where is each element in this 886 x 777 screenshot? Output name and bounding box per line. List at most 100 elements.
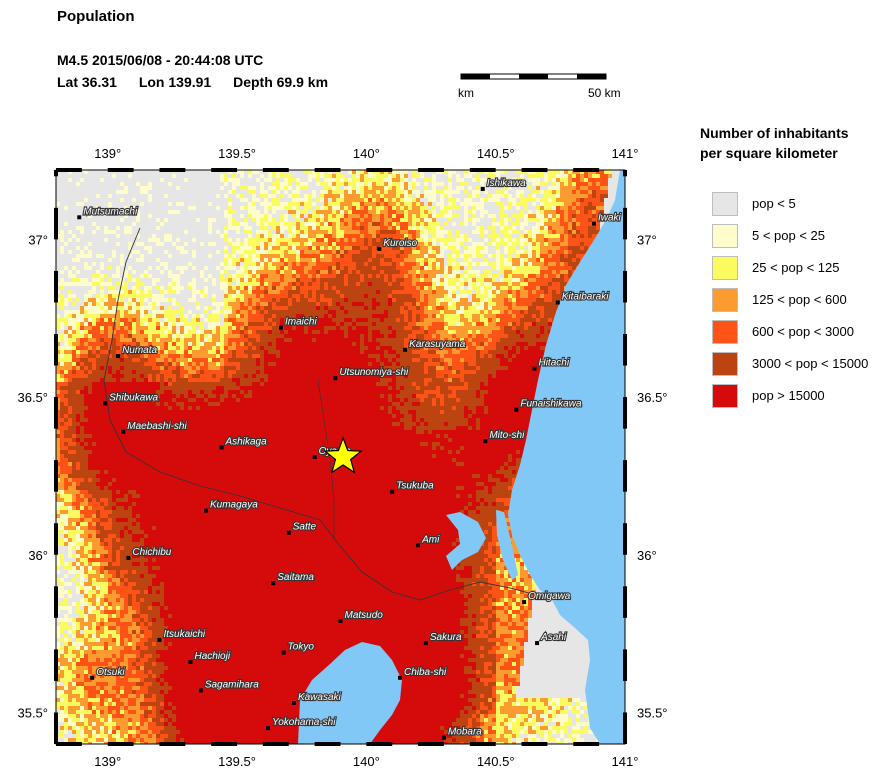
density-cell <box>428 202 432 206</box>
density-cell <box>552 346 556 350</box>
density-cell <box>400 226 404 230</box>
density-cell <box>120 350 124 354</box>
density-cell <box>280 290 284 294</box>
density-cell <box>376 306 380 310</box>
density-cell <box>492 298 496 302</box>
density-cell <box>372 210 376 214</box>
density-cell <box>480 262 484 266</box>
density-cell <box>340 210 344 214</box>
density-cell <box>584 230 588 234</box>
density-cell <box>192 354 196 358</box>
density-cell <box>328 262 332 266</box>
density-cell <box>312 254 316 258</box>
density-cell <box>204 310 208 314</box>
density-cell <box>540 222 544 226</box>
density-cell <box>532 282 536 286</box>
density-cell <box>92 322 96 326</box>
density-cell <box>524 206 528 210</box>
density-cell <box>484 270 488 274</box>
density-cell <box>452 214 456 218</box>
density-cell <box>244 286 248 290</box>
density-cell <box>388 278 392 282</box>
density-cell <box>604 182 608 186</box>
density-cell <box>580 234 584 238</box>
density-cell <box>172 338 176 342</box>
density-cell <box>444 342 448 346</box>
density-cell <box>336 286 340 290</box>
density-cell <box>132 302 136 306</box>
density-cell <box>580 310 584 314</box>
density-cell <box>480 334 484 338</box>
density-cell <box>432 258 436 262</box>
density-cell <box>448 314 452 318</box>
density-cell <box>260 262 264 266</box>
density-cell <box>376 286 380 290</box>
density-cell <box>572 242 576 246</box>
density-cell <box>316 234 320 238</box>
density-cell <box>176 210 180 214</box>
density-cell <box>368 282 372 286</box>
density-cell <box>372 266 376 270</box>
density-cell <box>316 314 320 318</box>
density-cell <box>556 310 560 314</box>
density-cell <box>364 314 368 318</box>
density-cell <box>304 294 308 298</box>
density-cell <box>320 354 324 358</box>
density-cell <box>260 222 264 226</box>
density-cell <box>356 302 360 306</box>
density-cell <box>64 266 68 270</box>
density-cell <box>416 234 420 238</box>
density-cell <box>532 310 536 314</box>
density-cell <box>140 338 144 342</box>
density-cell <box>304 314 308 318</box>
density-cell <box>292 262 296 266</box>
density-cell <box>152 318 156 322</box>
density-cell <box>180 330 184 334</box>
density-cell <box>272 266 276 270</box>
density-cell <box>284 350 288 354</box>
density-cell <box>576 170 580 174</box>
density-cell <box>88 314 92 318</box>
density-cell <box>284 258 288 262</box>
density-cell <box>368 170 372 174</box>
density-cell <box>164 342 168 346</box>
density-cell <box>404 302 408 306</box>
density-cell <box>392 182 396 186</box>
density-cell <box>320 174 324 178</box>
density-cell <box>396 322 400 326</box>
density-cell <box>528 330 532 334</box>
density-cell <box>420 174 424 178</box>
density-cell <box>548 234 552 238</box>
density-cell <box>480 214 484 218</box>
density-cell <box>376 186 380 190</box>
density-cell <box>328 346 332 350</box>
density-cell <box>220 286 224 290</box>
density-cell <box>296 342 300 346</box>
density-cell <box>88 318 92 322</box>
density-cell <box>428 222 432 226</box>
density-cell <box>456 338 460 342</box>
density-cell <box>216 302 220 306</box>
density-cell <box>240 286 244 290</box>
density-cell <box>416 246 420 250</box>
density-cell <box>404 238 408 242</box>
density-cell <box>260 318 264 322</box>
density-cell <box>176 310 180 314</box>
density-cell <box>372 182 376 186</box>
density-cell <box>360 282 364 286</box>
density-cell <box>76 330 80 334</box>
density-cell <box>328 294 332 298</box>
density-cell <box>304 298 308 302</box>
density-cell <box>420 310 424 314</box>
density-cell <box>368 346 372 350</box>
density-cell <box>508 326 512 330</box>
density-cell <box>452 334 456 338</box>
density-cell <box>500 230 504 234</box>
density-cell <box>140 358 144 362</box>
density-cell <box>440 238 444 242</box>
density-cell <box>160 334 164 338</box>
density-cell <box>496 322 500 326</box>
density-cell <box>164 262 168 266</box>
density-cell <box>392 222 396 226</box>
density-cell <box>336 206 340 210</box>
